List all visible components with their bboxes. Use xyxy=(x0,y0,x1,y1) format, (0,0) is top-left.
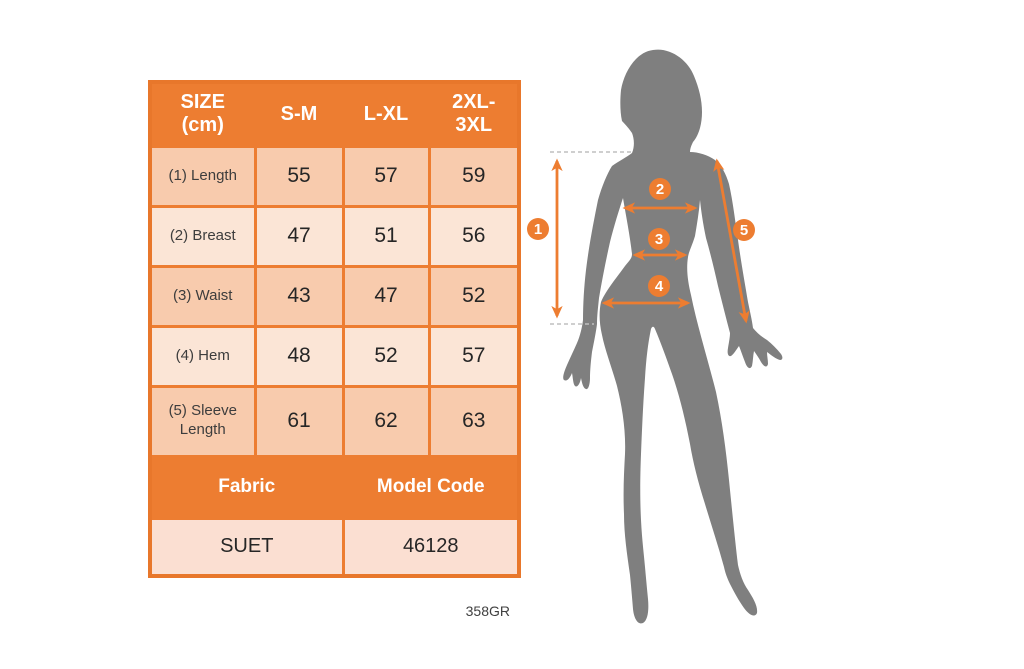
marker-2-badge xyxy=(649,178,671,200)
value-cell: 61 xyxy=(253,384,345,458)
value-cell: 43 xyxy=(253,264,345,328)
model-code-value-cell: 46128 xyxy=(341,516,521,578)
row-label: (4) Hem xyxy=(148,324,257,388)
row-label: (5) Sleeve Length xyxy=(148,384,257,458)
header-2xl-3xl: 2XL-3XL xyxy=(427,80,521,148)
marker-4-label: 4 xyxy=(655,278,664,295)
fabric-header-cell: Fabric xyxy=(148,454,345,520)
measurement-figure-svg: 1 2 3 4 5 xyxy=(527,49,783,624)
marker-5-label: 5 xyxy=(740,222,748,239)
table-header-row: SIZE (cm) S-M L-XL 2XL-3XL xyxy=(148,80,521,148)
table-row-length: (1) Length 55 57 59 xyxy=(148,144,521,208)
info-header-row: Fabric Model Code xyxy=(148,454,521,520)
value-cell: 57 xyxy=(427,324,521,388)
marker-2-label: 2 xyxy=(656,181,664,198)
value-cell: 57 xyxy=(341,144,431,208)
value-cell: 51 xyxy=(341,204,431,268)
marker-3-badge xyxy=(648,228,670,250)
marker-1-label: 1 xyxy=(534,221,542,238)
value-cell: 56 xyxy=(427,204,521,268)
value-cell: 47 xyxy=(253,204,345,268)
value-cell: 62 xyxy=(341,384,431,458)
table-row-waist: (3) Waist 43 47 52 xyxy=(148,264,521,328)
model-code-header-cell: Model Code xyxy=(341,454,521,520)
value-cell: 52 xyxy=(427,264,521,328)
value-cell: 63 xyxy=(427,384,521,458)
value-cell: 48 xyxy=(253,324,345,388)
header-l-xl: L-XL xyxy=(341,80,431,148)
measurement-diagram: 1 2 3 4 5 xyxy=(520,40,800,660)
marker-3-label: 3 xyxy=(655,231,663,248)
value-cell: 59 xyxy=(427,144,521,208)
row-label: (1) Length xyxy=(148,144,257,208)
size-table: SIZE (cm) S-M L-XL 2XL-3XL (1) Length 55… xyxy=(148,80,521,578)
info-value-row: SUET 46128 xyxy=(148,516,521,578)
marker-5-badge xyxy=(733,219,755,241)
body-silhouette xyxy=(563,49,783,624)
value-cell: 52 xyxy=(341,324,431,388)
table-row-hem: (4) Hem 48 52 57 xyxy=(148,324,521,388)
sleeve-arrow xyxy=(713,158,750,324)
table-row-sleeve-length: (5) Sleeve Length 61 62 63 xyxy=(148,384,521,458)
table-row-breast: (2) Breast 47 51 56 xyxy=(148,204,521,268)
fabric-value-cell: SUET xyxy=(148,516,345,578)
product-code-note: 358GR xyxy=(465,603,510,619)
value-cell: 47 xyxy=(341,264,431,328)
row-label: (3) Waist xyxy=(148,264,257,328)
marker-4-badge xyxy=(648,275,670,297)
header-s-m: S-M xyxy=(253,80,345,148)
marker-1-badge xyxy=(527,218,549,240)
row-label: (2) Breast xyxy=(148,204,257,268)
value-cell: 55 xyxy=(253,144,345,208)
header-size-cm: SIZE (cm) xyxy=(148,80,257,148)
